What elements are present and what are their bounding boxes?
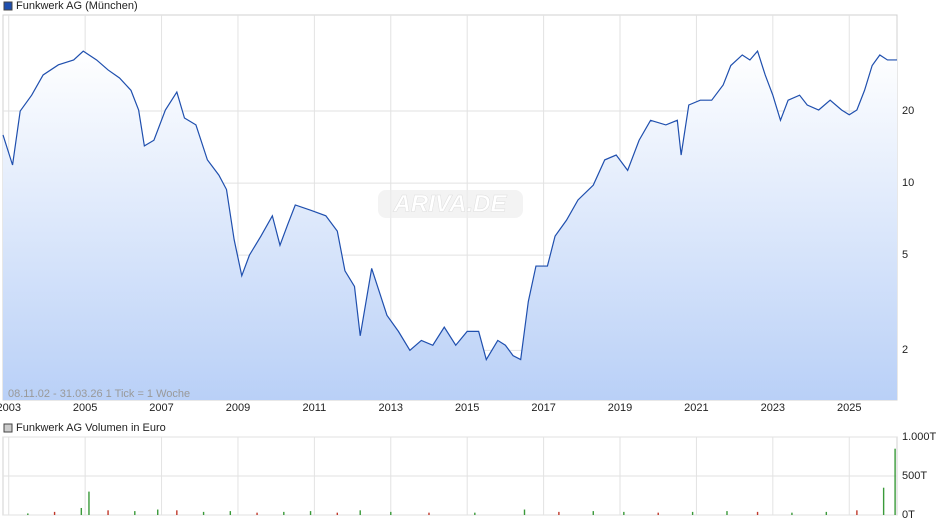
volume-bar (107, 510, 109, 515)
volume-bar (592, 511, 594, 515)
volume-bar (428, 512, 430, 515)
volume-bar (229, 511, 232, 515)
y-tick-label: 10 (902, 177, 914, 189)
volume-bar (894, 448, 896, 515)
volume-bar (856, 510, 858, 515)
volume-bar (882, 487, 885, 515)
price-line (2, 49, 897, 362)
x-tick-label: 2005 (73, 402, 97, 414)
volume-bar (756, 511, 759, 515)
volume-bar (623, 511, 625, 515)
y-tick-label: 5 (902, 249, 908, 261)
volume-bar (657, 512, 659, 515)
x-tick-label: 2003 (0, 402, 21, 414)
y-tick-label: 20 (902, 105, 914, 117)
area-fill (3, 51, 897, 400)
x-tick-label: 2019 (608, 402, 632, 414)
legend-label: Funkwerk AG Volumen in Euro (16, 422, 166, 434)
x-tick-label: 2021 (684, 402, 708, 414)
info-text: 08.11.02 - 31.03.26 1 Tick = 1 Woche (8, 388, 190, 400)
volume-bar (157, 509, 159, 515)
x-tick-label: 2015 (455, 402, 479, 414)
watermark-bg (378, 190, 523, 218)
volume-bar (825, 511, 828, 515)
volume-bar (309, 511, 312, 515)
legend-swatch (3, 1, 13, 11)
volume-bar (27, 513, 29, 515)
volume-bar (558, 511, 560, 515)
volume-bar (474, 512, 476, 515)
y-tick-label: 1.000T (902, 431, 937, 443)
volume-bar (80, 507, 83, 515)
volume-bar (176, 510, 178, 515)
legend-label: Funkwerk AG (München) (16, 0, 138, 12)
x-tick-label: 2025 (837, 402, 861, 414)
y-tick-label: 500T (902, 470, 927, 482)
volume-bar (283, 511, 285, 515)
volume-bar (53, 511, 56, 515)
x-tick-label: 2011 (303, 402, 327, 414)
volume-bar (390, 511, 392, 515)
x-tick-label: 2023 (761, 402, 785, 414)
x-tick-label: 2017 (531, 402, 555, 414)
volume-bar (336, 512, 338, 515)
volume-bar (256, 512, 258, 515)
volume-bar (691, 511, 694, 515)
volume-bar (134, 511, 136, 515)
watermark: ARIVA.DE (393, 190, 508, 217)
x-tick-label: 2009 (226, 402, 250, 414)
x-tick-label: 2007 (149, 402, 173, 414)
volume-bar (88, 491, 90, 515)
y-tick-label: 0T (902, 509, 915, 521)
volume-bar (726, 511, 728, 515)
volume-bar (202, 511, 205, 515)
y-tick-label: 2 (902, 344, 908, 356)
x-tick-label: 2013 (379, 402, 403, 414)
volume-bar (359, 510, 361, 515)
volume-bar (523, 509, 526, 515)
legend-swatch (3, 423, 13, 433)
volume-bar (791, 512, 793, 515)
